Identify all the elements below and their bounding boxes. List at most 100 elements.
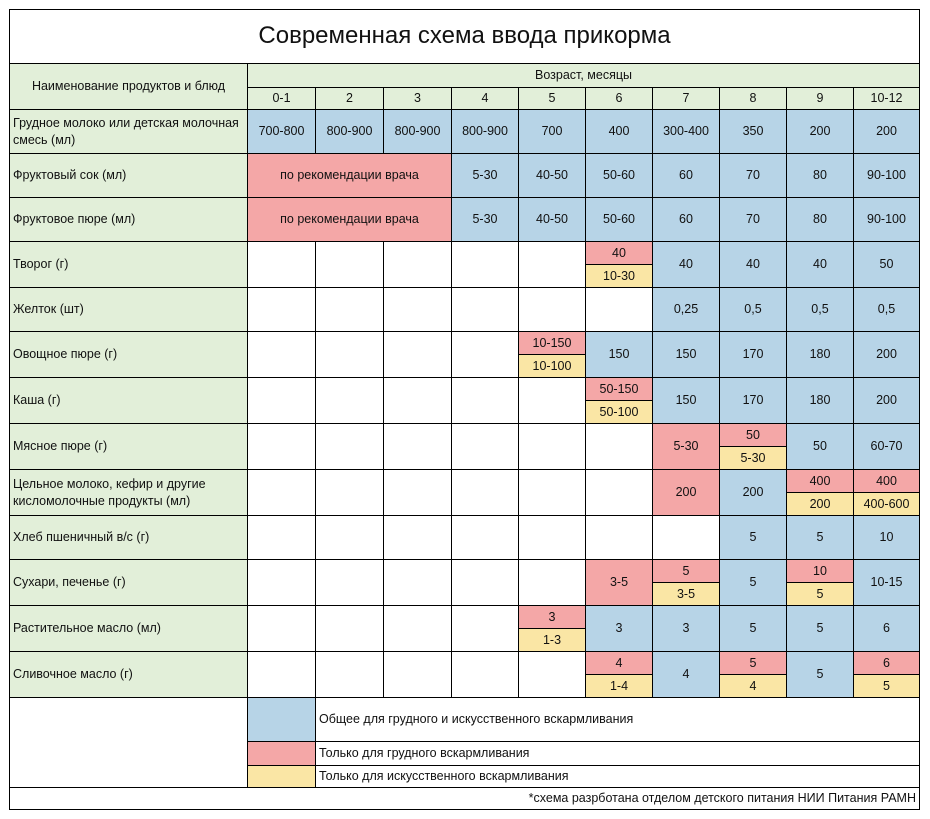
breastfeeding-value-cell: 50-150 bbox=[585, 377, 653, 401]
breastfeeding-value-cell: 40 bbox=[585, 241, 653, 265]
value-cell: 0,5 bbox=[719, 287, 787, 332]
legend-blank bbox=[9, 697, 248, 788]
value-cell: 80 bbox=[786, 153, 854, 198]
empty-cell bbox=[383, 241, 452, 288]
value-cell: 50-60 bbox=[585, 153, 653, 198]
empty-cell bbox=[247, 377, 316, 424]
age-column-header: 2 bbox=[315, 87, 384, 110]
empty-cell bbox=[451, 559, 519, 606]
product-name-cell: Овощное пюре (г) bbox=[9, 331, 248, 378]
value-cell: 0,5 bbox=[786, 287, 854, 332]
product-name-cell: Растительное масло (мл) bbox=[9, 605, 248, 652]
empty-cell bbox=[247, 241, 316, 288]
value-cell: 60 bbox=[652, 153, 720, 198]
value-cell: 3 bbox=[652, 605, 720, 652]
value-cell: 5 bbox=[719, 515, 787, 560]
empty-cell bbox=[383, 423, 452, 470]
value-cell: 200 bbox=[652, 469, 720, 516]
age-column-header: 3 bbox=[383, 87, 452, 110]
empty-cell bbox=[315, 287, 384, 332]
product-name-cell: Фруктовый сок (мл) bbox=[9, 153, 248, 198]
value-cell: 70 bbox=[719, 153, 787, 198]
value-cell: 90-100 bbox=[853, 153, 920, 198]
age-column-header: 9 bbox=[786, 87, 854, 110]
breastfeeding-value-cell: 5 bbox=[719, 651, 787, 675]
formula-feeding-value-cell: 50-100 bbox=[585, 400, 653, 424]
legend-swatch-yellow bbox=[247, 765, 316, 788]
product-name-cell: Творог (г) bbox=[9, 241, 248, 288]
empty-cell bbox=[518, 377, 586, 424]
empty-cell bbox=[247, 559, 316, 606]
value-cell: 5-30 bbox=[451, 153, 519, 198]
value-cell: 70 bbox=[719, 197, 787, 242]
formula-feeding-value-cell: 200 bbox=[786, 492, 854, 516]
product-name-cell: Хлеб пшеничный в/с (г) bbox=[9, 515, 248, 560]
empty-cell bbox=[451, 331, 519, 378]
empty-cell bbox=[451, 651, 519, 698]
empty-cell bbox=[518, 515, 586, 560]
footnote: *схема разрботана отделом детского питан… bbox=[9, 787, 920, 810]
value-cell: 5 bbox=[786, 605, 854, 652]
formula-feeding-value-cell: 3-5 bbox=[652, 582, 720, 606]
product-name-cell: Фруктовое пюре (мл) bbox=[9, 197, 248, 242]
empty-cell bbox=[383, 605, 452, 652]
value-cell: 40-50 bbox=[518, 153, 586, 198]
empty-cell bbox=[383, 287, 452, 332]
formula-feeding-value-cell: 4 bbox=[719, 674, 787, 698]
empty-cell bbox=[315, 559, 384, 606]
value-cell: 200 bbox=[786, 109, 854, 154]
empty-cell bbox=[247, 651, 316, 698]
empty-cell bbox=[315, 515, 384, 560]
value-cell: 200 bbox=[719, 469, 787, 516]
value-cell: 150 bbox=[652, 331, 720, 378]
age-column-header: 4 bbox=[451, 87, 519, 110]
empty-cell bbox=[585, 515, 653, 560]
empty-cell bbox=[518, 559, 586, 606]
value-cell: 5 bbox=[719, 559, 787, 606]
formula-feeding-value-cell: 5-30 bbox=[719, 446, 787, 470]
breastfeeding-value-cell: 400 bbox=[786, 469, 854, 493]
product-name-cell: Грудное молоко или детская молочная смес… bbox=[9, 109, 248, 154]
empty-cell bbox=[315, 241, 384, 288]
empty-cell bbox=[383, 469, 452, 516]
formula-feeding-value-cell: 5 bbox=[786, 582, 854, 606]
product-name-cell: Сухари, печенье (г) bbox=[9, 559, 248, 606]
value-cell: 170 bbox=[719, 331, 787, 378]
empty-cell bbox=[383, 651, 452, 698]
value-cell: 400 bbox=[585, 109, 653, 154]
age-header: Возраст, месяцы bbox=[247, 63, 920, 88]
formula-feeding-value-cell: 10-30 bbox=[585, 264, 653, 288]
value-cell: 60 bbox=[652, 197, 720, 242]
value-cell: 150 bbox=[585, 331, 653, 378]
empty-cell bbox=[451, 241, 519, 288]
breastfeeding-value-cell: 6 bbox=[853, 651, 920, 675]
breastfeeding-value-cell: 400 bbox=[853, 469, 920, 493]
value-cell: 50-60 bbox=[585, 197, 653, 242]
value-cell: по рекомендации врача bbox=[247, 153, 452, 198]
formula-feeding-value-cell: 10-100 bbox=[518, 354, 586, 378]
empty-cell bbox=[451, 469, 519, 516]
legend-label: Общее для грудного и искусственного вска… bbox=[315, 697, 920, 742]
product-name-cell: Сливочное масло (г) bbox=[9, 651, 248, 698]
age-column-header: 0-1 bbox=[247, 87, 316, 110]
value-cell: 5 bbox=[786, 651, 854, 698]
legend-label: Только для грудного вскармливания bbox=[315, 741, 920, 766]
empty-cell bbox=[518, 241, 586, 288]
empty-cell bbox=[247, 423, 316, 470]
value-cell: 800-900 bbox=[315, 109, 384, 154]
empty-cell bbox=[315, 377, 384, 424]
value-cell: 40 bbox=[652, 241, 720, 288]
breastfeeding-value-cell: 10 bbox=[786, 559, 854, 583]
empty-cell bbox=[315, 651, 384, 698]
empty-cell bbox=[247, 469, 316, 516]
formula-feeding-value-cell: 1-3 bbox=[518, 628, 586, 652]
value-cell: 50 bbox=[853, 241, 920, 288]
value-cell: 150 bbox=[652, 377, 720, 424]
breastfeeding-value-cell: 3 bbox=[518, 605, 586, 629]
legend-label: Только для искусственного вскармливания bbox=[315, 765, 920, 788]
value-cell: 5 bbox=[786, 515, 854, 560]
value-cell: 10-15 bbox=[853, 559, 920, 606]
age-column-header: 5 bbox=[518, 87, 586, 110]
product-name-cell: Желток (шт) bbox=[9, 287, 248, 332]
empty-cell bbox=[383, 377, 452, 424]
